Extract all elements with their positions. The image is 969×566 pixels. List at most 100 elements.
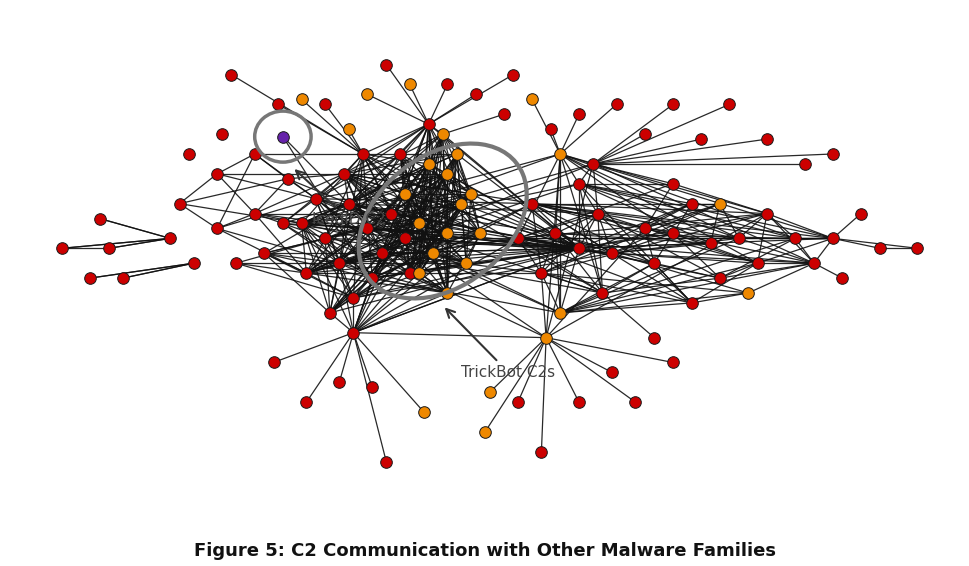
Point: [523, 95, 539, 104]
Point: [571, 110, 586, 119]
Point: [584, 160, 600, 169]
Point: [54, 244, 70, 253]
Point: [482, 388, 497, 397]
Point: [115, 273, 131, 282]
Point: [467, 90, 483, 99]
Point: [449, 149, 464, 158]
Point: [609, 100, 624, 109]
Point: [645, 259, 661, 268]
Text: Figure 5: C2 Communication with Other Malware Families: Figure 5: C2 Communication with Other Ma…: [194, 542, 775, 560]
Point: [495, 110, 511, 119]
Point: [298, 398, 314, 407]
Point: [294, 95, 309, 104]
Point: [101, 244, 116, 253]
Point: [796, 160, 811, 169]
Point: [505, 70, 520, 79]
Point: [401, 269, 417, 278]
Point: [401, 80, 417, 89]
Point: [421, 160, 436, 169]
Point: [683, 298, 699, 307]
Point: [336, 169, 352, 178]
Point: [364, 273, 380, 282]
Point: [571, 398, 586, 407]
Point: [373, 248, 389, 258]
Point: [759, 135, 774, 144]
Point: [759, 209, 774, 218]
Point: [209, 169, 225, 178]
Point: [383, 209, 398, 218]
Point: [637, 130, 652, 139]
Point: [439, 229, 454, 238]
Point: [270, 100, 286, 109]
Point: [711, 273, 727, 282]
Point: [186, 259, 202, 268]
Point: [345, 293, 360, 302]
Point: [665, 179, 680, 188]
Point: [340, 125, 356, 134]
Point: [416, 408, 431, 417]
Point: [82, 273, 98, 282]
Point: [711, 199, 727, 208]
Point: [909, 244, 924, 253]
Point: [214, 130, 230, 139]
Point: [543, 125, 558, 134]
Point: [209, 224, 225, 233]
Point: [693, 135, 708, 144]
Point: [294, 219, 309, 228]
Point: [181, 149, 197, 158]
Point: [162, 234, 177, 243]
Point: [477, 427, 492, 436]
Point: [397, 189, 413, 198]
Point: [604, 368, 619, 377]
Point: [637, 224, 652, 233]
Point: [627, 398, 642, 407]
Point: [825, 234, 840, 243]
Point: [322, 308, 337, 318]
Point: [645, 333, 661, 342]
Point: [683, 199, 699, 208]
Text: TrickBot C2s: TrickBot C2s: [446, 309, 555, 380]
Point: [331, 259, 347, 268]
Point: [439, 80, 454, 89]
Point: [665, 229, 680, 238]
Point: [172, 199, 187, 208]
Point: [703, 239, 718, 248]
Point: [345, 328, 360, 337]
Point: [462, 189, 478, 198]
Point: [453, 199, 469, 208]
Point: [397, 234, 413, 243]
Point: [594, 289, 610, 298]
Point: [787, 234, 802, 243]
Point: [317, 100, 332, 109]
Point: [458, 259, 474, 268]
Point: [223, 70, 238, 79]
Point: [510, 398, 525, 407]
Point: [275, 219, 291, 228]
Point: [739, 289, 755, 298]
Point: [665, 100, 680, 109]
Point: [279, 174, 295, 183]
Point: [392, 149, 408, 158]
Point: [805, 259, 821, 268]
Point: [721, 100, 736, 109]
Text: IcedID C2: IcedID C2: [296, 170, 385, 227]
Point: [425, 248, 441, 258]
Point: [825, 149, 840, 158]
Point: [510, 234, 525, 243]
Point: [833, 273, 849, 282]
Point: [749, 259, 765, 268]
Point: [571, 244, 586, 253]
Point: [538, 333, 553, 342]
Point: [731, 234, 746, 243]
Point: [411, 269, 426, 278]
Point: [439, 289, 454, 298]
Point: [523, 199, 539, 208]
Point: [247, 209, 263, 218]
Point: [359, 90, 375, 99]
Point: [266, 358, 281, 367]
Point: [228, 259, 243, 268]
Point: [275, 132, 291, 141]
Point: [331, 378, 347, 387]
Point: [298, 269, 314, 278]
Point: [604, 248, 619, 258]
